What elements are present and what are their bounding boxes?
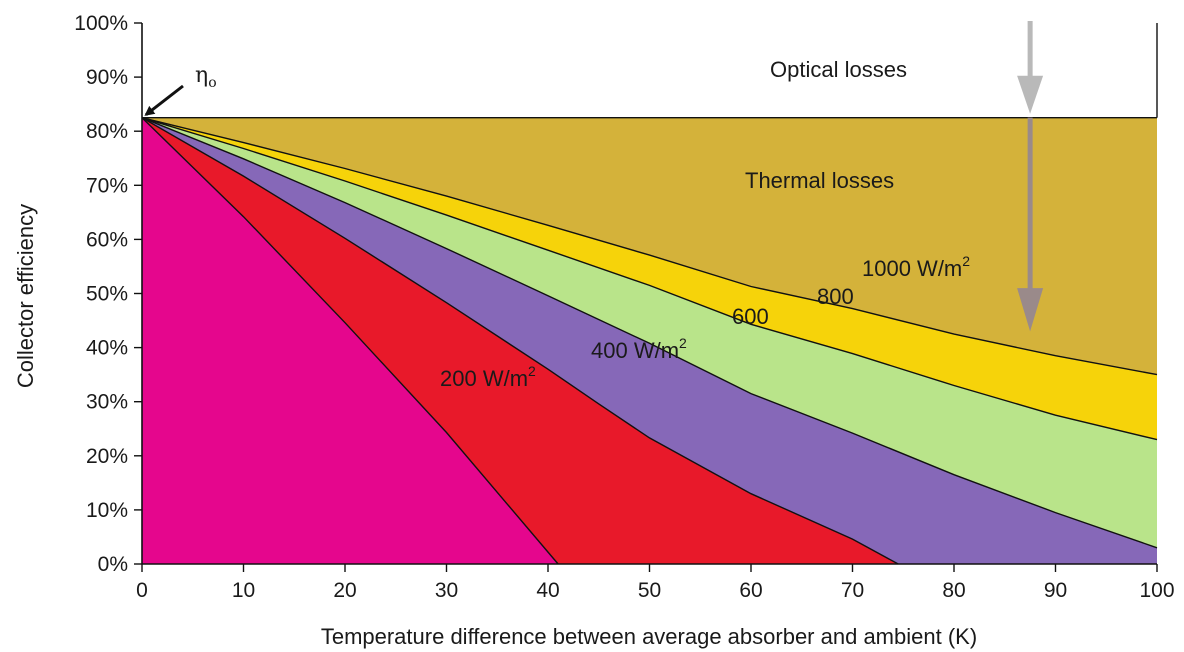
x-tick-label-1: 10 [232, 579, 255, 602]
y-tick-label-0: 0% [98, 553, 128, 576]
y-tick-label-9: 90% [86, 66, 128, 89]
y-tick-label-5: 50% [86, 283, 128, 306]
x-tick-label-6: 60 [739, 579, 762, 602]
eta0-label: ηo [195, 63, 217, 91]
eta0-subscript: o [208, 75, 216, 91]
curve-label-200: 200 W/m2 [440, 363, 536, 391]
axis-ticks: 0% 10% 20% 30% 40% 50% 60% 70% 80% 90% 100% 0 10 20 30… [74, 12, 1174, 602]
series-line-1 [141, 117, 1158, 441]
x-axis-title: Temperature difference between average a… [321, 624, 977, 649]
curve-label-800: 800 [817, 284, 854, 309]
x-tick-label-5: 50 [638, 579, 661, 602]
curve-label-1000-text: 1000 W/m [862, 256, 962, 281]
curve-label-1000-sup: 2 [962, 253, 970, 269]
x-tick-label-4: 40 [536, 579, 559, 602]
efficiency-regions [142, 117, 1157, 565]
y-tick-label-1: 10% [86, 499, 128, 522]
loss-arrows [144, 21, 1044, 332]
curve-label-800-text: 800 [817, 284, 854, 309]
area-under-series-4 [142, 117, 559, 564]
y-tick-label-8: 80% [86, 120, 128, 143]
optical-losses-label: Optical losses [770, 57, 907, 82]
y-tick-label-10: 100% [74, 12, 128, 35]
y-tick-label-6: 60% [86, 228, 128, 251]
x-tick-label-9: 90 [1044, 579, 1067, 602]
y-tick-label-2: 20% [86, 445, 128, 468]
y-tick-label-3: 30% [86, 391, 128, 414]
thermal-losses-label: Thermal losses [745, 168, 894, 193]
thermal-loss-arrow-head [1017, 288, 1044, 332]
x-tick-label-3: 30 [435, 579, 458, 602]
x-tick-label-2: 20 [333, 579, 356, 602]
y-axis-title: Collector efficiency [13, 204, 38, 388]
optical-loss-arrow-head [1017, 75, 1044, 114]
series-line-0 [141, 117, 1158, 376]
curve-label-600-text: 600 [732, 304, 769, 329]
curve-label-1000: 1000 W/m2 [862, 253, 970, 281]
eta0-symbol: η [195, 63, 208, 88]
curve-label-400-sup: 2 [679, 335, 687, 351]
x-tick-label-8: 80 [942, 579, 965, 602]
y-tick-label-7: 70% [86, 174, 128, 197]
series-line-3 [141, 117, 899, 565]
curve-label-400-text: 400 W/m [591, 338, 679, 363]
curve-label-600: 600 [732, 304, 769, 329]
eta0-pointer-arrow [144, 84, 184, 116]
series-line-4 [141, 117, 559, 565]
x-tick-label-7: 70 [841, 579, 864, 602]
curve-label-400: 400 W/m2 [591, 335, 687, 363]
curve-label-200-sup: 2 [528, 363, 536, 379]
curve-label-200-text: 200 W/m [440, 366, 528, 391]
x-tick-label-10: 100 [1139, 579, 1174, 602]
series-line-2 [141, 117, 1158, 549]
irradiance-curves [141, 117, 1158, 565]
x-tick-label-0: 0 [136, 579, 148, 602]
y-tick-label-4: 40% [86, 337, 128, 360]
